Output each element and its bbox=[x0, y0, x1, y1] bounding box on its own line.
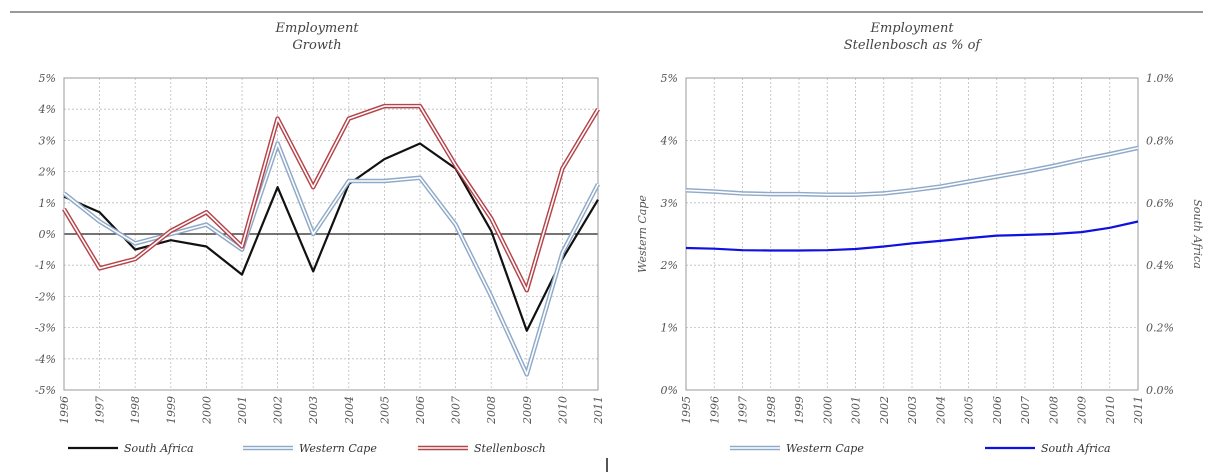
left-title-line-2: Growth bbox=[292, 38, 341, 53]
stellenbosch-share-chart: Employment Stellenbosch as % of 5% 4% 3% 2% 1%… bbox=[636, 21, 1204, 455]
left-y-tick: -1% bbox=[35, 259, 56, 272]
left-legend-label-0: South Africa bbox=[124, 442, 194, 455]
left-y-tick: 3% bbox=[39, 134, 56, 147]
left-series-1-inner bbox=[63, 142, 599, 376]
right-y-tick-left: 1% bbox=[661, 322, 678, 335]
left-title-line-1: Employment bbox=[274, 21, 359, 36]
left-x-tick: 1996 bbox=[58, 396, 71, 424]
left-legend-label-1: Western Cape bbox=[299, 442, 377, 455]
right-legend-label-1: South Africa bbox=[1041, 442, 1111, 455]
right-y-tick-right: 1.0% bbox=[1146, 72, 1174, 85]
right-x-tick: 2002 bbox=[878, 396, 891, 425]
left-x-tick: 2011 bbox=[592, 396, 605, 425]
left-x-tick: 2002 bbox=[272, 396, 285, 425]
left-series-2-inner bbox=[63, 105, 599, 291]
right-series-0-inner bbox=[685, 147, 1139, 196]
right-y-tick-right: 0.8% bbox=[1146, 134, 1174, 147]
left-legend-label-2: Stellenbosch bbox=[474, 442, 546, 455]
right-plot-frame bbox=[685, 77, 1139, 391]
left-x-tick: 2003 bbox=[307, 396, 320, 425]
left-x-tick: 2004 bbox=[343, 396, 356, 425]
left-series-1-outer bbox=[62, 141, 600, 377]
right-x-tick: 1998 bbox=[765, 396, 778, 424]
right-x-tick: 2005 bbox=[963, 396, 976, 425]
right-y-tick-right: 0.4% bbox=[1146, 259, 1174, 272]
right-x-tick: 2011 bbox=[1132, 396, 1145, 425]
left-x-tick: 2006 bbox=[414, 396, 427, 425]
right-title-line-1: Employment bbox=[869, 21, 954, 36]
left-x-tick: 2001 bbox=[236, 396, 249, 425]
right-x-tick: 2007 bbox=[1019, 396, 1032, 425]
left-x-tick: 2008 bbox=[485, 396, 498, 425]
employment-growth-chart: Employment Growth 5% 4% 3% 2% 1% 0% -1% -2% -3% -4%… bbox=[35, 21, 605, 455]
right-x-tick: 2010 bbox=[1104, 396, 1117, 425]
right-y-tick-right: 0.6% bbox=[1146, 197, 1174, 210]
right-y-tick-left: 0% bbox=[661, 384, 678, 397]
right-x-tick: 1996 bbox=[708, 396, 721, 424]
right-y-tick-left: 3% bbox=[661, 197, 678, 210]
right-y-axis-label-left: Western Cape bbox=[636, 195, 649, 273]
right-x-tick: 1995 bbox=[680, 396, 693, 424]
left-y-tick: -3% bbox=[35, 322, 56, 335]
right-x-tick: 2003 bbox=[906, 396, 919, 425]
right-y-tick-left: 2% bbox=[660, 259, 678, 272]
right-y-tick-left: 4% bbox=[660, 134, 678, 147]
right-y-tick-left: 5% bbox=[661, 72, 678, 85]
left-x-tick: 2005 bbox=[378, 396, 391, 425]
right-x-tick: 2008 bbox=[1047, 396, 1060, 425]
right-y-tick-right: 0.0% bbox=[1146, 384, 1174, 397]
left-x-tick: 1999 bbox=[165, 396, 178, 424]
left-series-2-outer bbox=[62, 103, 600, 293]
left-y-tick: 2% bbox=[38, 166, 56, 179]
left-y-tick: -4% bbox=[35, 353, 56, 366]
right-y-tick-right: 0.2% bbox=[1146, 322, 1174, 335]
right-x-tick: 2009 bbox=[1076, 396, 1089, 425]
left-y-tick: 4% bbox=[38, 103, 56, 116]
right-x-tick: 2004 bbox=[934, 396, 947, 425]
right-x-tick: 1997 bbox=[737, 396, 750, 424]
left-x-tick: 2010 bbox=[556, 396, 569, 425]
right-x-tick: 2006 bbox=[991, 396, 1004, 425]
right-title-line-2: Stellenbosch as % of bbox=[844, 38, 983, 53]
right-x-tick: 1999 bbox=[793, 396, 806, 424]
left-plot-frame bbox=[63, 77, 599, 391]
right-legend-label-0: Western Cape bbox=[786, 442, 864, 455]
right-x-tick: 2001 bbox=[850, 396, 863, 425]
right-series-1 bbox=[685, 220, 1139, 252]
right-x-tick: 2000 bbox=[821, 396, 834, 425]
left-y-tick: -5% bbox=[35, 384, 56, 397]
left-x-tick: 2000 bbox=[200, 396, 213, 425]
left-y-tick: 5% bbox=[39, 72, 56, 85]
right-y-axis-label-right: South Africa bbox=[1191, 199, 1204, 269]
left-x-tick: 1998 bbox=[129, 396, 142, 424]
left-x-tick: 1997 bbox=[94, 396, 107, 424]
left-y-tick: 1% bbox=[39, 197, 56, 210]
left-y-tick: 0% bbox=[39, 228, 56, 241]
left-x-tick: 2007 bbox=[450, 396, 463, 425]
left-y-tick: -2% bbox=[35, 290, 56, 303]
left-x-tick: 2009 bbox=[521, 396, 534, 425]
